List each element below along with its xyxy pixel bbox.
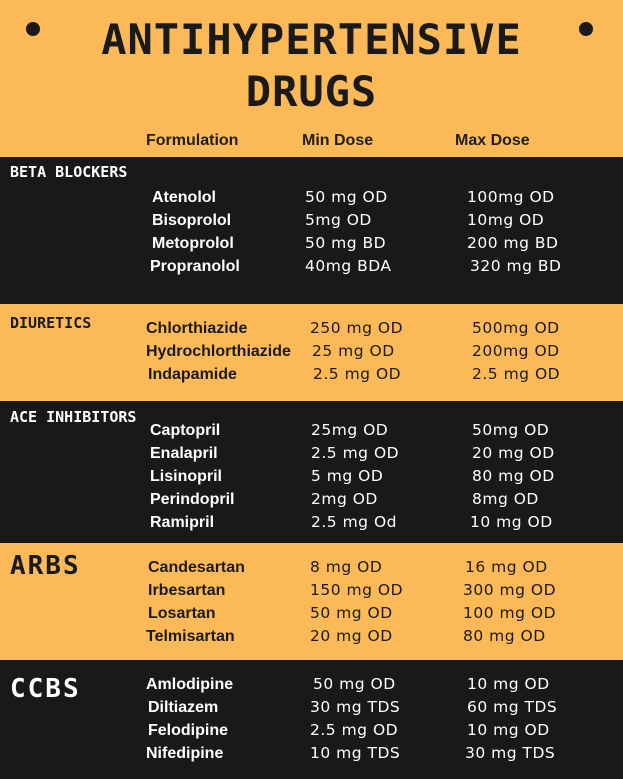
table-row: Lisinopril 5 mg OD 80 mg OD [0,465,623,488]
max-dose: 100 mg OD [463,604,557,622]
table-row: Atenolol 50 mg OD 100mg OD [0,186,623,209]
drug-name: Metoprolol [152,235,234,252]
bullet-dot-right [579,22,593,36]
max-dose: 200mg OD [472,342,560,360]
drug-name: Chlorthiazide [146,320,248,337]
drug-name: Candesartan [148,559,245,576]
min-dose: 5 mg OD [311,467,384,485]
max-dose: 50mg OD [472,421,550,439]
min-dose: 40mg BDA [305,257,392,275]
max-dose: 80 mg OD [463,627,546,645]
page-title: ANTIHYPERTENSIVE DRUGS [0,14,623,118]
drug-name: Lisinopril [150,468,222,485]
min-dose: 2.5 mg OD [311,444,400,462]
section-beta-blockers: BETA BLOCKERS Atenolol 50 mg OD 100mg OD… [0,157,623,304]
section-ace-inhibitors: ACE INHIBITORS Captopril 25mg OD 50mg OD… [0,401,623,543]
table-row: Enalapril 2.5 mg OD 20 mg OD [0,442,623,465]
min-dose: 20 mg OD [310,627,393,645]
max-dose: 10mg OD [467,211,545,229]
max-dose: 10 mg OD [467,721,550,739]
table-row: Diltiazem 30 mg TDS 60 mg TDS [0,696,623,719]
table-row: Felodipine 2.5 mg OD 10 mg OD [0,719,623,742]
max-dose: 300 mg OD [463,581,557,599]
drug-name: Diltiazem [148,699,219,716]
drug-name: Enalapril [150,445,218,462]
drug-name: Amlodipine [146,676,234,693]
min-dose: 2.5 mg OD [310,721,399,739]
table-row: Hydrochlorthiazide 25 mg OD 200mg OD [0,340,623,363]
table-row: Telmisartan 20 mg OD 80 mg OD [0,625,623,648]
section-label: ARBS [10,551,81,581]
min-dose: 50 mg OD [305,188,388,206]
drug-name: Hydrochlorthiazide [146,343,291,360]
header-min-dose: Min Dose [302,132,374,149]
table-row: Irbesartan 150 mg OD 300 mg OD [0,579,623,602]
drug-name: Bisoprolol [152,212,232,229]
drug-name: Irbesartan [148,582,226,599]
max-dose: 2.5 mg OD [472,365,561,383]
table-row: Amlodipine 50 mg OD 10 mg OD [0,673,623,696]
min-dose: 50 mg OD [313,675,396,693]
max-dose: 20 mg OD [472,444,555,462]
table-row: Losartan 50 mg OD 100 mg OD [0,602,623,625]
section-label: BETA BLOCKERS [10,163,128,181]
max-dose: 320 mg BD [470,257,562,275]
header-max-dose: Max Dose [455,132,530,149]
title-line-2: DRUGS [245,67,378,116]
drug-name: Ramipril [150,514,215,531]
drug-name: Telmisartan [146,628,235,645]
title-line-1: ANTIHYPERTENSIVE [101,15,522,64]
max-dose: 200 mg BD [467,234,559,252]
section-arbs: ARBS Candesartan 8 mg OD 16 mg OD Irbesa… [0,543,623,660]
max-dose: 30 mg TDS [465,744,556,762]
drug-name: Indapamide [148,366,237,383]
min-dose: 25mg OD [311,421,389,439]
min-dose: 250 mg OD [310,319,404,337]
drug-name: Perindopril [150,491,235,508]
table-row: Metoprolol 50 mg BD 200 mg BD [0,232,623,255]
table-row: Captopril 25mg OD 50mg OD [0,419,623,442]
min-dose: 10 mg TDS [310,744,401,762]
drug-name: Nifedipine [146,745,224,762]
section-label: DIURETICS [10,314,92,332]
drug-name: Felodipine [148,722,228,739]
table-row: Bisoprolol 5mg OD 10mg OD [0,209,623,232]
max-dose: 100mg OD [467,188,555,206]
max-dose: 60 mg TDS [467,698,558,716]
section-diuretics: DIURETICS Chlorthiazide 250 mg OD 500mg … [0,304,623,401]
min-dose: 30 mg TDS [310,698,401,716]
bullet-dot-left [26,22,40,36]
drug-name: Captopril [150,422,221,439]
table-row: Ramipril 2.5 mg Od 10 mg OD [0,511,623,534]
min-dose: 2.5 mg OD [313,365,402,383]
min-dose: 8 mg OD [310,558,383,576]
min-dose: 25 mg OD [312,342,395,360]
max-dose: 500mg OD [472,319,560,337]
max-dose: 8mg OD [472,490,539,508]
table-row: Nifedipine 10 mg TDS 30 mg TDS [0,742,623,765]
section-ccbs: CCBS Amlodipine 50 mg OD 10 mg OD Diltia… [0,660,623,779]
drug-name: Atenolol [152,189,216,206]
max-dose: 16 mg OD [465,558,548,576]
min-dose: 5mg OD [305,211,372,229]
drug-name: Propranolol [150,258,240,275]
min-dose: 50 mg BD [305,234,387,252]
table-row: Chlorthiazide 250 mg OD 500mg OD [0,317,623,340]
min-dose: 2mg OD [311,490,378,508]
min-dose: 50 mg OD [310,604,393,622]
table-row: Indapamide 2.5 mg OD 2.5 mg OD [0,363,623,386]
min-dose: 2.5 mg Od [311,513,397,531]
table-row: Candesartan 8 mg OD 16 mg OD [0,556,623,579]
header-formulation: Formulation [146,132,239,149]
min-dose: 150 mg OD [310,581,404,599]
table-row: Propranolol 40mg BDA 320 mg BD [0,255,623,278]
max-dose: 10 mg OD [467,675,550,693]
drug-name: Losartan [148,605,216,622]
column-headers: Formulation Min Dose Max Dose [0,132,623,156]
max-dose: 80 mg OD [472,467,555,485]
section-label: ACE INHIBITORS [10,408,137,426]
section-label: CCBS [10,674,81,704]
max-dose: 10 mg OD [470,513,553,531]
table-row: Perindopril 2mg OD 8mg OD [0,488,623,511]
